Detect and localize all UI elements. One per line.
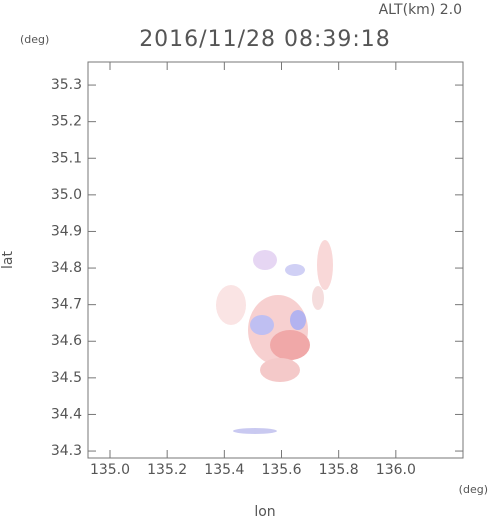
echo-region (260, 358, 300, 382)
altitude-label: ALT(km) 2.0 (379, 2, 462, 18)
y-tick-label: 35.1 (51, 150, 82, 166)
y-tick-label: 34.7 (51, 297, 82, 313)
echo-region (253, 250, 277, 270)
plot-frame (87, 61, 464, 459)
echo-region (317, 240, 333, 290)
y-tick-label: 34.8 (51, 260, 82, 276)
chart-title: 2016/11/28 08:39:18 (139, 27, 391, 52)
y-tick-label: 34.4 (51, 406, 82, 422)
x-tick-label: 135.2 (147, 462, 187, 478)
x-unit: (deg) (459, 483, 488, 496)
y-tick-label: 34.3 (51, 443, 82, 459)
x-tick-label: 135.0 (90, 462, 130, 478)
y-tick-label: 34.5 (51, 370, 82, 386)
echo-region (250, 315, 274, 335)
echo-regions (216, 240, 333, 434)
y-tick-label: 35.2 (51, 114, 82, 130)
x-tick-label: 135.8 (319, 462, 359, 478)
echo-region (312, 286, 324, 310)
echo-region (285, 264, 305, 276)
y-axis-label: lat (0, 251, 16, 269)
x-tick-label: 135.4 (204, 462, 244, 478)
y-tick-label: 34.9 (51, 223, 82, 239)
x-axis-label: lon (254, 504, 275, 520)
echo-region (233, 428, 277, 434)
echo-region (270, 330, 310, 360)
x-tick-label: 136.0 (376, 462, 416, 478)
y-unit: (deg) (20, 33, 49, 46)
echo-region (216, 285, 246, 325)
echo-region (290, 310, 306, 330)
y-tick-label: 34.6 (51, 333, 82, 349)
y-tick-label: 35.0 (51, 187, 82, 203)
y-tick-label: 35.3 (51, 77, 82, 93)
x-tick-label: 135.6 (261, 462, 301, 478)
